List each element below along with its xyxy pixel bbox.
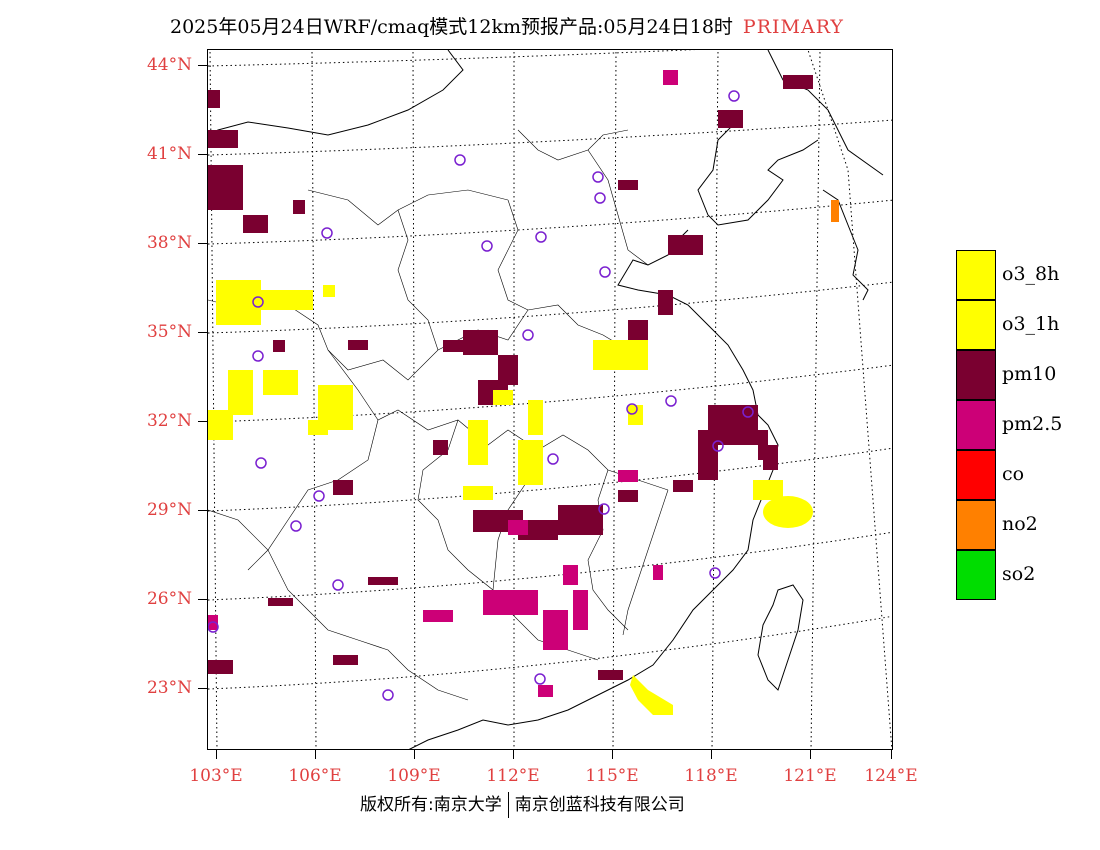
footer-separator bbox=[507, 792, 509, 818]
legend-swatch-pm10 bbox=[956, 350, 996, 400]
lon-tick bbox=[216, 750, 217, 759]
lat-tick bbox=[198, 65, 207, 66]
lat-label-32: 32°N bbox=[146, 411, 192, 431]
title-main: 2025年05月24日WRF/cmaq模式12km预报产品:05月24日18时 bbox=[170, 16, 733, 38]
pm10-patches bbox=[208, 75, 813, 680]
lat-label-41: 41°N bbox=[146, 144, 192, 164]
lon-tick bbox=[891, 750, 892, 759]
lon-tick bbox=[513, 750, 514, 759]
lat-label-38: 38°N bbox=[146, 233, 192, 253]
no2-patch bbox=[831, 200, 839, 222]
map-canvas bbox=[208, 50, 892, 749]
lon-label-118: 118°E bbox=[684, 766, 738, 786]
lon-label-115: 115°E bbox=[585, 766, 639, 786]
legend-label-pm10: pm10 bbox=[1002, 363, 1057, 385]
legend-label-co: co bbox=[1002, 463, 1025, 485]
title-tag: PRIMARY bbox=[742, 16, 844, 38]
legend-swatch-no2 bbox=[956, 500, 996, 550]
lon-label-124: 124°E bbox=[864, 766, 918, 786]
footer-right: 南京创蓝科技有限公司 bbox=[514, 795, 685, 815]
lat-label-29: 29°N bbox=[146, 500, 192, 520]
copyright-footer: 版权所有:南京大学 南京创蓝科技有限公司 bbox=[360, 790, 685, 818]
legend-label-o3-8h: o3_8h bbox=[1002, 263, 1060, 285]
legend-label-pm2-5: pm2.5 bbox=[1002, 413, 1063, 435]
lon-tick bbox=[315, 750, 316, 759]
legend-label-so2: so2 bbox=[1002, 563, 1036, 585]
pollutant-map[interactable] bbox=[207, 49, 893, 750]
lon-label-121: 121°E bbox=[783, 766, 837, 786]
parallel-lines bbox=[208, 50, 892, 690]
meridian-lines bbox=[209, 50, 892, 749]
lat-tick bbox=[198, 332, 207, 333]
footer-left: 版权所有:南京大学 bbox=[360, 795, 502, 815]
lon-label-103: 103°E bbox=[189, 766, 243, 786]
lon-tick bbox=[414, 750, 415, 759]
lat-tick bbox=[198, 243, 207, 244]
lat-label-26: 26°N bbox=[146, 589, 192, 609]
legend-swatch-pm2-5 bbox=[956, 400, 996, 450]
lon-tick bbox=[711, 750, 712, 759]
lat-label-44: 44°N bbox=[146, 55, 192, 75]
station-markers bbox=[208, 90, 754, 701]
lat-tick bbox=[198, 599, 207, 600]
lon-tick bbox=[612, 750, 613, 759]
legend-label-o3-1h: o3_1h bbox=[1002, 313, 1060, 335]
o3-patches bbox=[208, 280, 813, 715]
lon-label-106: 106°E bbox=[288, 766, 342, 786]
lat-label-35: 35°N bbox=[146, 322, 192, 342]
map-title: 2025年05月24日WRF/cmaq模式12km预报产品:05月24日18时 P… bbox=[170, 12, 844, 39]
legend-swatch-co bbox=[956, 450, 996, 500]
lon-tick bbox=[810, 750, 811, 759]
lat-tick bbox=[198, 154, 207, 155]
lat-label-23: 23°N bbox=[146, 678, 192, 698]
lat-tick bbox=[198, 421, 207, 422]
lon-label-112: 112°E bbox=[486, 766, 540, 786]
legend-swatch-o3-1h bbox=[956, 300, 996, 350]
lat-tick bbox=[198, 688, 207, 689]
legend-swatch-so2 bbox=[956, 550, 996, 600]
legend-label-no2: no2 bbox=[1002, 513, 1038, 535]
legend-swatch-o3-8h bbox=[956, 250, 996, 300]
lon-label-109: 109°E bbox=[387, 766, 441, 786]
lat-tick bbox=[198, 510, 207, 511]
